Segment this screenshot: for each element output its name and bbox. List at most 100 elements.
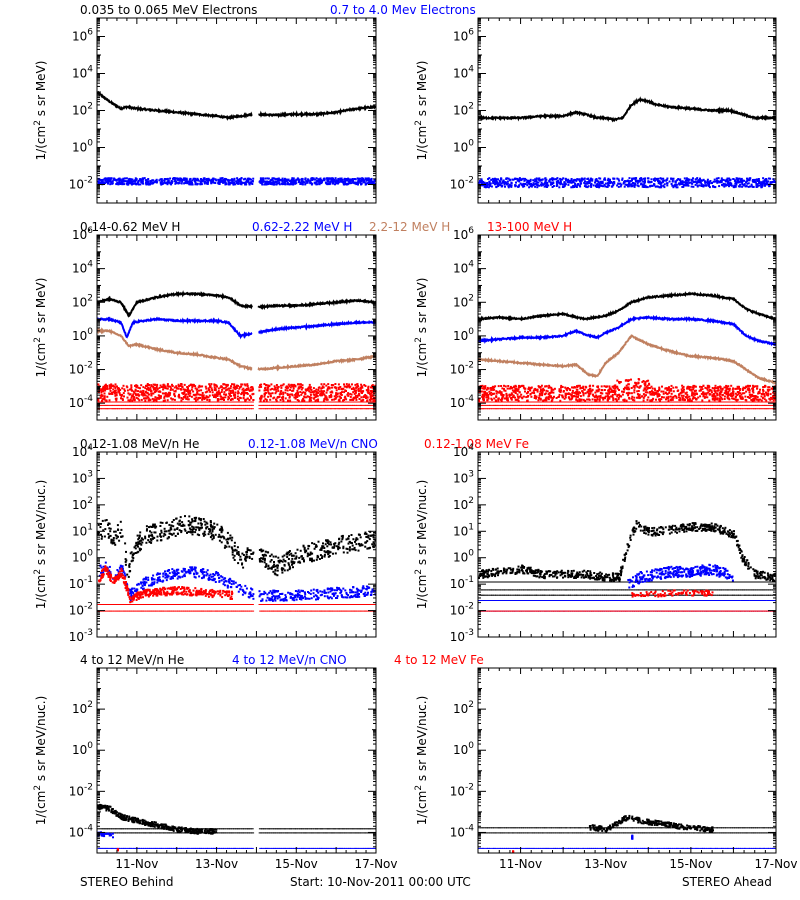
data-point bbox=[545, 385, 548, 388]
data-point bbox=[188, 384, 191, 387]
data-point bbox=[744, 185, 747, 188]
data-point bbox=[129, 404, 133, 406]
data-point bbox=[582, 178, 585, 181]
data-point bbox=[191, 384, 194, 387]
data-point bbox=[201, 392, 204, 394]
data-point bbox=[732, 186, 735, 189]
data-point bbox=[700, 386, 703, 388]
data-point bbox=[582, 394, 585, 397]
data-point bbox=[552, 391, 555, 394]
data-point bbox=[304, 408, 308, 410]
data-point bbox=[316, 395, 319, 398]
data-point bbox=[334, 383, 337, 385]
data-point bbox=[331, 398, 334, 401]
data-point bbox=[343, 391, 346, 394]
data-point bbox=[322, 390, 325, 393]
data-point bbox=[693, 393, 696, 396]
data-point bbox=[296, 177, 299, 180]
data-point bbox=[634, 178, 637, 181]
data-point bbox=[535, 180, 538, 183]
series-line bbox=[478, 314, 776, 347]
data-point bbox=[106, 395, 109, 398]
data-point bbox=[535, 179, 538, 182]
data-point bbox=[318, 390, 321, 393]
data-point bbox=[249, 408, 252, 410]
data-point bbox=[219, 395, 222, 398]
data-point bbox=[269, 388, 272, 391]
data-point bbox=[535, 397, 537, 400]
data-point bbox=[160, 395, 162, 398]
data-point bbox=[268, 182, 270, 185]
data-point bbox=[291, 183, 294, 186]
data-point bbox=[164, 404, 168, 406]
data-point bbox=[368, 401, 372, 403]
data-point bbox=[546, 182, 549, 185]
data-point bbox=[271, 183, 274, 186]
data-point bbox=[582, 392, 585, 395]
data-point bbox=[354, 408, 358, 410]
data-point bbox=[627, 394, 630, 397]
data-point bbox=[290, 401, 294, 403]
data-point bbox=[118, 392, 121, 395]
data-point bbox=[271, 387, 274, 390]
data-point bbox=[541, 390, 544, 393]
data-point bbox=[161, 180, 164, 183]
data-point bbox=[751, 390, 754, 393]
data-point bbox=[107, 401, 111, 403]
data-point bbox=[219, 386, 222, 389]
data-point bbox=[171, 401, 175, 403]
data-point bbox=[302, 401, 306, 403]
data-point bbox=[320, 180, 323, 183]
data-point bbox=[653, 179, 655, 182]
data-point bbox=[140, 384, 143, 387]
data-point bbox=[284, 178, 287, 181]
data-point bbox=[505, 397, 508, 400]
data-point bbox=[291, 394, 294, 397]
data-point bbox=[215, 404, 219, 406]
data-point bbox=[719, 179, 722, 182]
data-point bbox=[222, 383, 225, 386]
data-point bbox=[135, 396, 138, 399]
data-point bbox=[563, 185, 566, 188]
data-point bbox=[348, 180, 351, 183]
data-point bbox=[764, 384, 767, 387]
data-point bbox=[619, 182, 622, 185]
data-point bbox=[229, 404, 233, 406]
data-point bbox=[574, 182, 577, 185]
data-point bbox=[573, 178, 576, 181]
data-point bbox=[762, 390, 765, 393]
data-point bbox=[234, 404, 238, 406]
data-point bbox=[567, 180, 570, 183]
data-point bbox=[691, 392, 694, 395]
data-point bbox=[362, 396, 365, 398]
data-point bbox=[281, 398, 284, 401]
data-point bbox=[495, 396, 498, 399]
data-point bbox=[194, 183, 197, 186]
data-point bbox=[200, 389, 203, 392]
data-point bbox=[694, 183, 697, 186]
data-point bbox=[251, 180, 254, 183]
data-point bbox=[365, 179, 368, 181]
data-point bbox=[674, 181, 677, 184]
data-point bbox=[621, 177, 624, 180]
data-point bbox=[110, 383, 113, 386]
data-point bbox=[276, 178, 279, 181]
data-point bbox=[286, 182, 289, 184]
data-point bbox=[692, 388, 695, 391]
data-point bbox=[493, 179, 496, 182]
data-point bbox=[240, 401, 244, 403]
data-point bbox=[299, 391, 302, 393]
data-point bbox=[164, 393, 167, 396]
data-point bbox=[288, 408, 292, 410]
data-point bbox=[657, 182, 660, 185]
data-point bbox=[179, 404, 182, 406]
data-point bbox=[654, 185, 657, 188]
data-point bbox=[724, 184, 727, 187]
data-point bbox=[739, 392, 742, 395]
data-point bbox=[113, 404, 117, 406]
data-point bbox=[374, 401, 376, 403]
data-point bbox=[103, 388, 106, 391]
data-point bbox=[323, 178, 326, 181]
data-point bbox=[228, 397, 231, 400]
data-point bbox=[118, 180, 121, 183]
